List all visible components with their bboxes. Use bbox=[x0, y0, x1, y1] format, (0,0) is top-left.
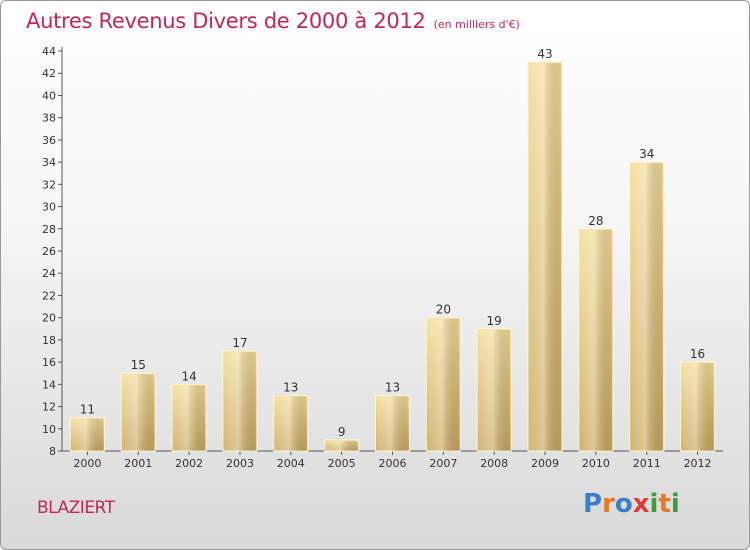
logo-letter: x bbox=[632, 489, 650, 519]
y-tick-label: 30 bbox=[42, 201, 56, 214]
y-tick-label: 26 bbox=[42, 245, 56, 258]
bar-highlight bbox=[173, 385, 206, 451]
x-tick-label: 2011 bbox=[633, 457, 661, 470]
y-tick-label: 28 bbox=[42, 223, 56, 236]
data-label: 9 bbox=[338, 425, 346, 439]
bar-highlight bbox=[325, 440, 358, 451]
y-tick-label: 10 bbox=[42, 423, 56, 436]
municipality-name: BLAZIERT bbox=[37, 498, 115, 518]
y-tick-label: 40 bbox=[42, 89, 56, 102]
x-tick-label: 2012 bbox=[684, 457, 712, 470]
x-tick-label: 2003 bbox=[226, 457, 254, 470]
data-label: 11 bbox=[80, 403, 95, 417]
x-tick-label: 2009 bbox=[531, 457, 559, 470]
axes: 8 10 12 14 16 18 20 22 24 26 28 30 32 34 36 38 40 42 44 200… bbox=[42, 45, 723, 470]
x-tick-label: 2008 bbox=[480, 457, 508, 470]
x-tick-label: 2010 bbox=[582, 457, 610, 470]
logo-letter: i bbox=[649, 489, 659, 519]
logo-letter: P bbox=[583, 489, 603, 519]
chart-title: Autres Revenus Divers de 2000 à 2012 (en … bbox=[26, 9, 520, 33]
bar-highlight bbox=[630, 163, 663, 451]
data-label: 14 bbox=[181, 369, 196, 383]
logo-letter: r bbox=[602, 489, 615, 519]
data-label: 13 bbox=[385, 380, 400, 394]
y-tick-label: 8 bbox=[49, 445, 56, 458]
data-label: 19 bbox=[487, 314, 502, 328]
data-label: 43 bbox=[537, 47, 552, 61]
logo-letter: i bbox=[670, 489, 680, 519]
data-label: 20 bbox=[436, 303, 451, 317]
x-tick-label: 2002 bbox=[175, 457, 203, 470]
data-label: 17 bbox=[232, 336, 247, 350]
x-tick-label: 2005 bbox=[328, 457, 356, 470]
bar-highlight bbox=[376, 396, 409, 451]
y-tick-label: 24 bbox=[42, 267, 56, 280]
x-tick-label: 2006 bbox=[379, 457, 407, 470]
x-tick-label: 2001 bbox=[124, 457, 152, 470]
data-label: 13 bbox=[283, 380, 298, 394]
data-label: 34 bbox=[639, 147, 654, 161]
bar-highlight bbox=[274, 396, 307, 451]
y-tick-label: 12 bbox=[42, 401, 56, 414]
chart-unit: (en milliers d'€) bbox=[433, 18, 520, 31]
bar-highlight bbox=[122, 374, 155, 451]
x-tick-label: 2000 bbox=[73, 457, 101, 470]
y-tick-label: 20 bbox=[42, 312, 56, 325]
y-tick-label: 36 bbox=[42, 134, 56, 147]
data-labels: 11 15 14 17 13 9 13 20 19 43 28 34 16 bbox=[80, 47, 705, 439]
y-tick-label: 16 bbox=[42, 356, 56, 369]
logo-letter: t bbox=[658, 489, 671, 519]
y-tick-label: 42 bbox=[42, 67, 56, 80]
data-label: 15 bbox=[131, 358, 146, 372]
bar-highlight bbox=[681, 363, 714, 451]
proxiti-logo: Proxiti bbox=[583, 489, 680, 519]
bar-highlight bbox=[223, 352, 256, 451]
data-label: 16 bbox=[690, 347, 705, 361]
x-tick-label: 2007 bbox=[429, 457, 457, 470]
bar-highlight bbox=[529, 63, 562, 451]
bar-highlight bbox=[71, 418, 104, 451]
y-tick-label: 44 bbox=[42, 45, 56, 58]
x-tick-label: 2004 bbox=[277, 457, 305, 470]
chart-title-text: Autres Revenus Divers de 2000 à 2012 bbox=[26, 9, 426, 33]
data-label: 28 bbox=[588, 214, 603, 228]
y-tick-label: 34 bbox=[42, 156, 56, 169]
y-tick-label: 14 bbox=[42, 378, 56, 391]
bar-highlight bbox=[427, 318, 460, 451]
y-tick-label: 18 bbox=[42, 334, 56, 347]
bar-highlight bbox=[478, 329, 511, 451]
bar-highlight bbox=[579, 229, 612, 451]
y-tick-label: 32 bbox=[42, 178, 56, 191]
y-tick-label: 38 bbox=[42, 112, 56, 125]
y-tick-label: 22 bbox=[42, 289, 56, 302]
logo-letter: o bbox=[614, 489, 633, 519]
bars bbox=[69, 61, 716, 452]
